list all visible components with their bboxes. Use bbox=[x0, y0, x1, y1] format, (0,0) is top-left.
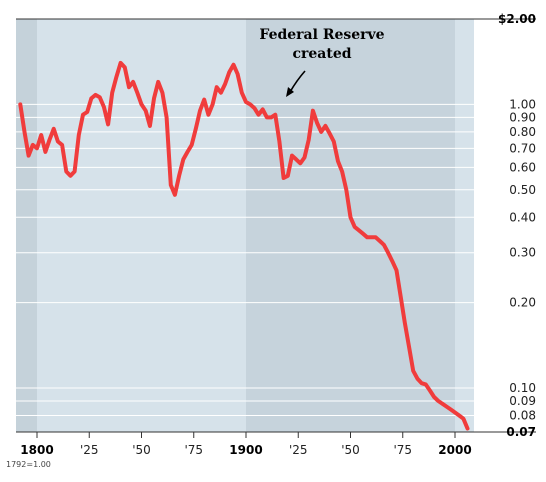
y-tick-label: 0.10 bbox=[509, 381, 536, 395]
y-tick-label: 0.80 bbox=[509, 125, 536, 139]
y-tick-label: 0.20 bbox=[509, 296, 536, 310]
y-tick-label: 0.30 bbox=[509, 246, 536, 260]
band-pre-1800 bbox=[16, 19, 37, 432]
annotation-line-1: Federal Reserve bbox=[259, 27, 384, 43]
annotation-arrowhead bbox=[286, 87, 294, 97]
annotation-line-2: created bbox=[292, 46, 351, 62]
y-tick-label: 0.40 bbox=[509, 210, 536, 224]
x-tick-label: '25 bbox=[80, 443, 99, 457]
annotation: Federal Reserve created bbox=[259, 27, 385, 97]
x-tick-label: '50 bbox=[341, 443, 360, 457]
x-axis-ticks: 1800 '25 '50 '75 1900 '25 '50 '75 2000 bbox=[20, 432, 472, 457]
series-layer bbox=[18, 60, 470, 431]
y-axis-ticks: $2.00 1.000.900.80 0.70 0.60 0.50 0.40 0.30 0.2… bbox=[498, 12, 536, 439]
y-tick-label: 1.00 bbox=[509, 97, 536, 111]
x-tick-label: '50 bbox=[132, 443, 151, 457]
x-tick-label: 2000 bbox=[438, 443, 471, 457]
x-tick-label: '75 bbox=[184, 443, 203, 457]
x-tick-label: '25 bbox=[289, 443, 308, 457]
y-tick-label: 0.90 bbox=[509, 110, 536, 124]
y-tick-label: 0.07 bbox=[506, 425, 536, 439]
y-tick-label: 0.09 bbox=[509, 394, 536, 408]
x-tick-label: 1900 bbox=[229, 443, 262, 457]
y-tick-label: 0.50 bbox=[509, 183, 536, 197]
y-tick-label: 0.08 bbox=[509, 409, 536, 423]
y-tick-label: $2.00 bbox=[498, 12, 536, 26]
base-year-note: 1792=1.00 bbox=[6, 460, 51, 469]
x-tick-label: '75 bbox=[393, 443, 412, 457]
y-tick-label: 0.70 bbox=[509, 141, 536, 155]
y-tick-label: 0.60 bbox=[509, 160, 536, 174]
series-line-0 bbox=[18, 60, 470, 431]
band-1900s bbox=[246, 19, 455, 432]
x-tick-label: 1800 bbox=[20, 443, 53, 457]
background-bands bbox=[16, 18, 536, 433]
gridlines bbox=[16, 103, 494, 417]
